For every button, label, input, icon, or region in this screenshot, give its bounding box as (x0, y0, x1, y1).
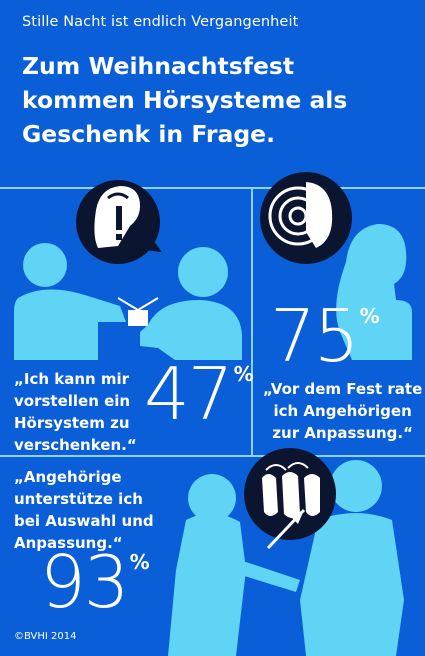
copyright: ©BVHI 2014 (14, 631, 77, 642)
quote-line: „Vor dem Fest rate (263, 380, 423, 398)
quote-47: „Ich kann mir vorstellen ein Hörsystem z… (14, 368, 137, 456)
stat-value: 93 (40, 540, 130, 624)
stat-47: 47% (144, 358, 254, 430)
quote-line: unterstütze ich (14, 490, 143, 508)
divider-vertical (251, 189, 253, 455)
headline-line: kommen Hörsysteme als (22, 86, 348, 114)
quote-line: zur Anpassung.“ (272, 424, 413, 442)
quote-line: ich Angehörigen (273, 402, 412, 420)
headline-line: Zum Weihnachtsfest (22, 52, 295, 80)
person-receiving-figure (140, 247, 242, 360)
pretitle: Stille Nacht ist endlich Vergangenheit (22, 14, 299, 30)
quote-line: verschenken.“ (14, 436, 137, 454)
gift-icon (117, 297, 159, 326)
headline: Zum Weihnachtsfest kommen Hörsysteme als… (22, 49, 412, 151)
stat-unit: % (129, 550, 150, 574)
quote-line: „Angehörige (14, 468, 122, 486)
exclamation-speech-bubble-icon (76, 180, 162, 264)
headline-line: Geschenk in Frage. (22, 120, 276, 148)
quote-line: Hörsystem zu (14, 414, 130, 432)
quote-line: „Ich kann mir (14, 370, 130, 388)
quote-93: „Angehörige unterstütze ich bei Auswahl … (14, 466, 154, 554)
divider-horizontal-bottom (0, 455, 425, 457)
stat-93: 93% (40, 546, 150, 618)
quote-75: „Vor dem Fest rate ich Angehörigen zur A… (263, 378, 422, 444)
stat-unit: % (359, 304, 380, 328)
quote-line: Anpassung.“ (14, 534, 123, 552)
couple-figures (168, 460, 404, 656)
stat-75: 75% (270, 300, 380, 372)
stat-value: 75 (270, 294, 360, 378)
hearing-aid-sound-waves-icon (260, 172, 352, 264)
quote-line: bei Auswahl und (14, 512, 154, 530)
stat-value: 47 (144, 352, 234, 436)
person-giving-figure (14, 243, 126, 360)
stat-unit: % (233, 362, 254, 386)
quote-line: vorstellen ein (14, 392, 131, 410)
person-right-figure (336, 224, 412, 360)
hearing-aids-selection-icon (244, 448, 336, 550)
divider-horizontal-top (0, 187, 425, 189)
